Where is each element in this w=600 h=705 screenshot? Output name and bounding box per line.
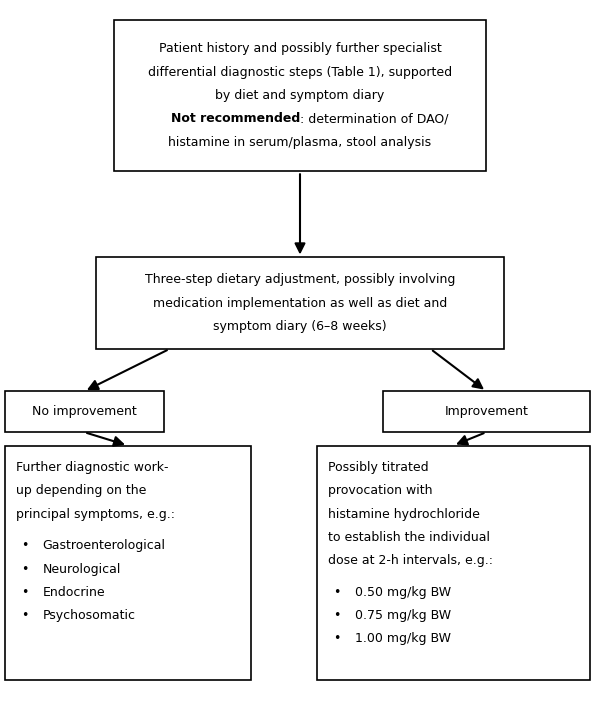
Text: •: • bbox=[334, 586, 341, 599]
Bar bbox=[383, 391, 590, 432]
Text: : determination of DAO/: : determination of DAO/ bbox=[300, 112, 449, 125]
Text: No improvement: No improvement bbox=[32, 405, 137, 418]
Text: •: • bbox=[334, 632, 341, 645]
Text: medication implementation as well as diet and: medication implementation as well as die… bbox=[153, 297, 447, 309]
Text: Further diagnostic work-: Further diagnostic work- bbox=[16, 461, 168, 474]
Text: symptom diary (6–8 weeks): symptom diary (6–8 weeks) bbox=[213, 320, 387, 333]
Text: Not recommended: determination of DAO/: Not recommended: determination of DAO/ bbox=[167, 112, 433, 125]
Text: 1.00 mg/kg BW: 1.00 mg/kg BW bbox=[355, 632, 451, 645]
Text: Endocrine: Endocrine bbox=[43, 586, 105, 599]
Text: Three-step dietary adjustment, possibly involving: Three-step dietary adjustment, possibly … bbox=[145, 274, 455, 286]
Text: 0.50 mg/kg BW: 0.50 mg/kg BW bbox=[355, 586, 451, 599]
Text: Psychosomatic: Psychosomatic bbox=[43, 609, 136, 622]
Bar bbox=[96, 257, 504, 349]
Text: to establish the individual: to establish the individual bbox=[328, 531, 490, 544]
Text: histamine in serum/plasma, stool analysis: histamine in serum/plasma, stool analysi… bbox=[169, 135, 431, 149]
Text: •: • bbox=[334, 609, 341, 622]
Text: •: • bbox=[22, 563, 29, 575]
Text: Not recommended: Not recommended bbox=[171, 112, 300, 125]
Text: dose at 2-h intervals, e.g.:: dose at 2-h intervals, e.g.: bbox=[328, 554, 493, 567]
Bar bbox=[5, 446, 251, 680]
Text: differential diagnostic steps (Table 1), supported: differential diagnostic steps (Table 1),… bbox=[148, 66, 452, 79]
Text: •: • bbox=[22, 586, 29, 599]
Text: Possibly titrated: Possibly titrated bbox=[328, 461, 428, 474]
Text: •: • bbox=[22, 539, 29, 552]
Text: 0.75 mg/kg BW: 0.75 mg/kg BW bbox=[355, 609, 451, 622]
Bar bbox=[5, 391, 164, 432]
Text: •: • bbox=[22, 609, 29, 622]
Bar bbox=[114, 20, 486, 171]
Text: Neurological: Neurological bbox=[43, 563, 121, 575]
Text: principal symptoms, e.g.:: principal symptoms, e.g.: bbox=[16, 508, 175, 520]
Text: by diet and symptom diary: by diet and symptom diary bbox=[215, 89, 385, 102]
Text: Gastroenterological: Gastroenterological bbox=[43, 539, 166, 552]
Bar bbox=[317, 446, 590, 680]
Text: histamine hydrochloride: histamine hydrochloride bbox=[328, 508, 479, 520]
Text: up depending on the: up depending on the bbox=[16, 484, 146, 497]
Text: provocation with: provocation with bbox=[328, 484, 432, 497]
Text: Patient history and possibly further specialist: Patient history and possibly further spe… bbox=[158, 42, 442, 56]
Text: Improvement: Improvement bbox=[445, 405, 528, 418]
